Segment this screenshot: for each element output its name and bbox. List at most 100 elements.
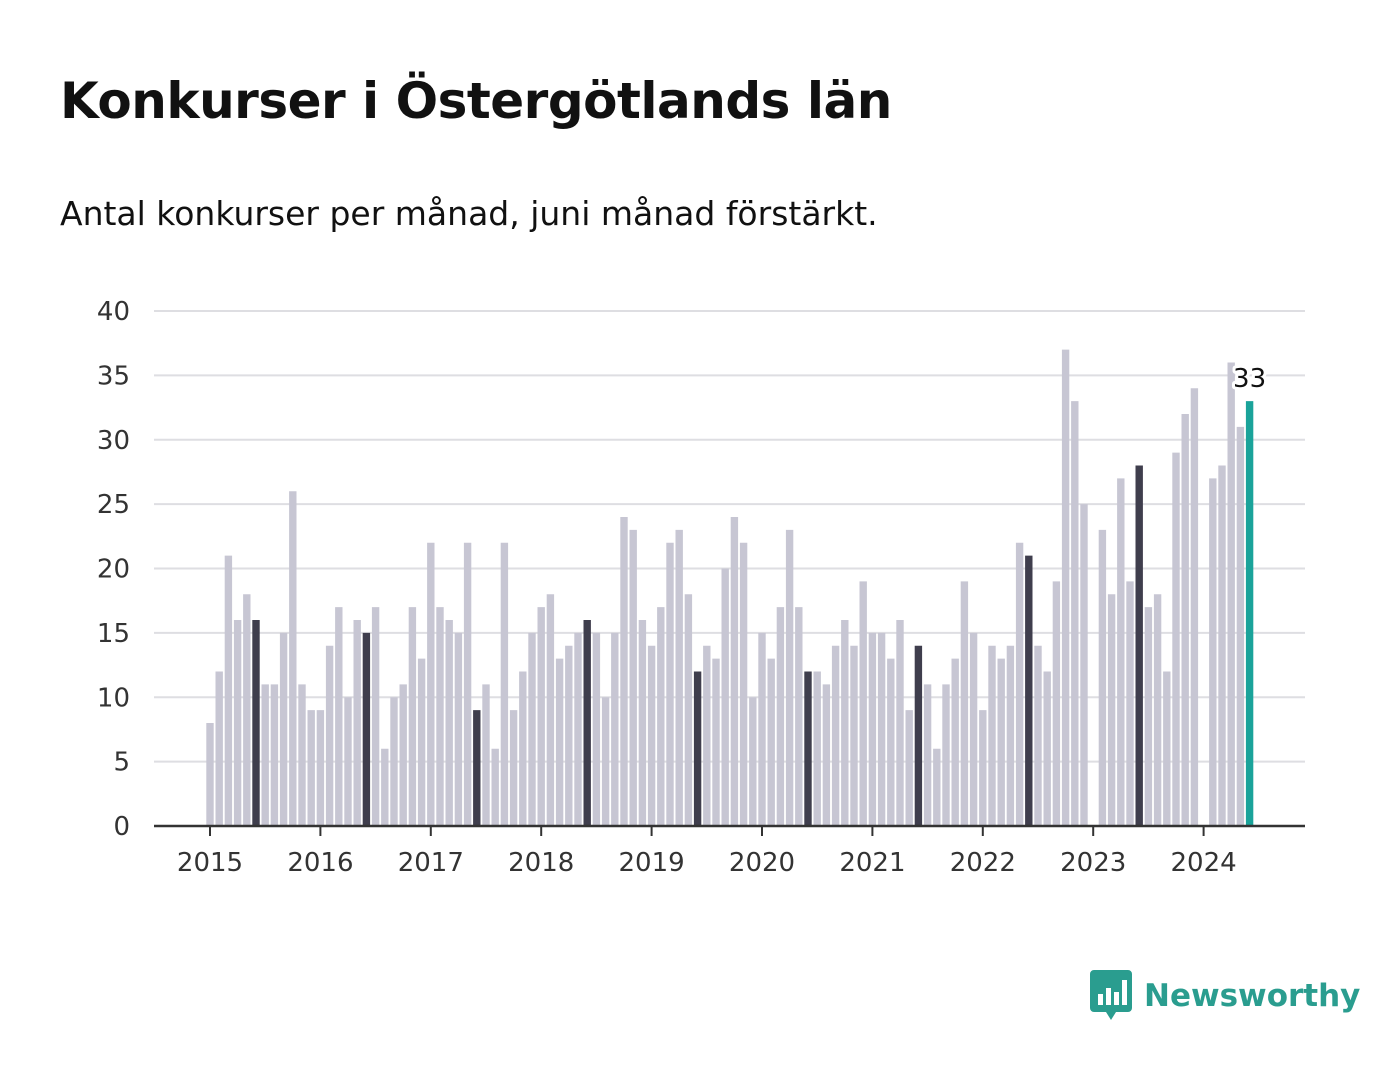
bar [684, 594, 693, 826]
y-tick-label: 30 [97, 426, 130, 456]
bar [1071, 401, 1079, 827]
bar [703, 645, 711, 826]
june-bar [914, 645, 923, 826]
bar [905, 710, 913, 827]
bar [491, 748, 499, 826]
bar [785, 529, 794, 827]
bar [1144, 607, 1153, 827]
bar [1209, 478, 1217, 827]
bar [1034, 645, 1042, 826]
bar [767, 658, 775, 827]
bar [896, 620, 904, 826]
bar [270, 684, 279, 827]
bar [1153, 594, 1162, 826]
bar [279, 632, 288, 827]
bar [574, 632, 582, 827]
bar [749, 697, 757, 826]
bar [1172, 452, 1180, 827]
bar [620, 517, 628, 826]
bar-chart: 0 5 10 15 20 25 30 35 40 2015 2016 2017 2018 2019 2020… [97, 297, 1305, 878]
bar [261, 684, 269, 827]
bar [997, 658, 1005, 827]
bar [353, 620, 361, 826]
june-bar [693, 671, 702, 826]
bar [960, 581, 969, 827]
x-tick-label: 2022 [950, 848, 1016, 878]
bar [344, 697, 352, 826]
bar [841, 620, 849, 826]
bar [933, 748, 941, 826]
bar [1107, 594, 1116, 826]
bar [1006, 645, 1015, 826]
bar [647, 645, 656, 826]
y-tick-label: 40 [97, 297, 130, 327]
bar [463, 542, 472, 826]
bar [399, 684, 407, 827]
bar [721, 568, 729, 826]
y-tick-label: 35 [97, 361, 130, 391]
bar [335, 607, 343, 827]
x-tick-label: 2020 [729, 848, 795, 878]
bar [454, 632, 463, 827]
bar [850, 645, 858, 826]
bar [445, 620, 453, 826]
bar [298, 684, 306, 827]
bar [537, 607, 545, 827]
bar [509, 710, 518, 827]
y-tick-label: 20 [97, 555, 130, 585]
bar [1015, 542, 1024, 826]
bar [877, 632, 886, 827]
bar [500, 542, 509, 826]
bar [243, 594, 251, 826]
bar [417, 658, 426, 827]
june-bar [583, 620, 591, 826]
bar [868, 632, 877, 827]
x-tick-label: 2021 [839, 848, 905, 878]
latest-value-label: 33 [1233, 364, 1266, 394]
bar [427, 542, 435, 826]
bar [371, 607, 380, 827]
bar [233, 620, 242, 826]
bar [316, 710, 325, 827]
bar [1227, 362, 1235, 826]
gridlines [154, 310, 1305, 763]
bar [675, 529, 683, 827]
bar [381, 748, 389, 826]
bar [1061, 349, 1070, 827]
bar [657, 607, 665, 827]
bar [969, 632, 978, 827]
x-tick-label: 2015 [177, 848, 243, 878]
bars [206, 349, 1254, 827]
bar [979, 710, 987, 827]
chart-subtitle: Antal konkurser per månad, juni månad fö… [60, 194, 878, 233]
june-bar [804, 671, 812, 826]
y-tick-label: 5 [113, 748, 130, 778]
bar [758, 632, 766, 827]
bar [739, 542, 748, 826]
bar [390, 697, 398, 826]
bar [923, 684, 932, 827]
bar [592, 632, 601, 827]
bar [307, 710, 315, 827]
bar [1181, 414, 1189, 826]
bar [546, 594, 555, 826]
bar [776, 607, 785, 827]
bar [887, 658, 895, 827]
june-bar [473, 710, 481, 827]
bar [638, 620, 647, 826]
bar [482, 684, 490, 827]
bar [831, 645, 840, 826]
brand-logo: Newsworthy [1090, 970, 1360, 1022]
bar [1218, 465, 1226, 826]
y-tick-label: 0 [113, 812, 130, 842]
bar [224, 555, 233, 827]
bar [942, 684, 950, 827]
bar [822, 684, 831, 827]
bar [325, 645, 334, 826]
bar [1098, 529, 1107, 827]
bar [601, 697, 610, 826]
bar [730, 517, 739, 826]
bar [408, 607, 417, 827]
x-tick-label: 2017 [398, 848, 464, 878]
y-tick-label: 15 [97, 619, 130, 649]
